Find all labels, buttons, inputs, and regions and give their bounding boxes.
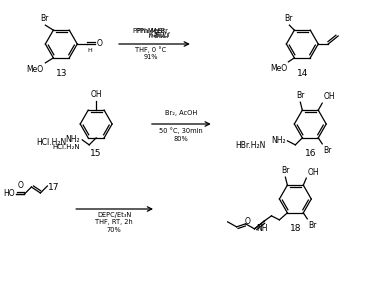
Text: THF, 0 °C: THF, 0 °C (135, 46, 167, 53)
Text: n-BuLi: n-BuLi (139, 32, 169, 38)
Text: NH₂: NH₂ (271, 136, 285, 145)
Text: Br: Br (308, 221, 317, 230)
Text: Br: Br (281, 166, 290, 175)
Text: 50 °C, 30min: 50 °C, 30min (159, 127, 203, 134)
Text: 80%: 80% (174, 136, 188, 142)
Text: 91%: 91% (144, 54, 158, 60)
Text: MeO: MeO (26, 65, 43, 74)
Text: 13: 13 (56, 69, 67, 78)
Text: PPh₃MeBr,: PPh₃MeBr, (136, 28, 172, 34)
Text: 17: 17 (48, 183, 60, 192)
Text: H: H (88, 47, 93, 53)
Text: OH: OH (323, 92, 335, 101)
Text: MeO: MeO (270, 64, 287, 73)
Text: HO: HO (3, 190, 14, 199)
Text: O: O (245, 217, 251, 226)
Text: 16: 16 (305, 149, 316, 158)
Text: OH: OH (90, 90, 102, 99)
Text: OH: OH (307, 168, 319, 177)
Text: -BuLi: -BuLi (153, 32, 169, 38)
Text: HCl.H₂N: HCl.H₂N (36, 138, 66, 147)
Text: 14: 14 (297, 69, 308, 78)
Text: PPh₃MeBr,: PPh₃MeBr, (133, 28, 169, 34)
Text: 70%: 70% (107, 227, 121, 233)
Text: HCl.H₂N: HCl.H₂N (53, 144, 80, 150)
Text: HBr.H₂N: HBr.H₂N (235, 141, 265, 150)
Text: 15: 15 (90, 149, 102, 158)
Text: O: O (96, 40, 102, 49)
Text: n: n (149, 32, 153, 38)
Text: Br: Br (40, 14, 48, 23)
Text: Br: Br (323, 146, 332, 155)
Text: Br: Br (284, 14, 293, 23)
Text: Br: Br (296, 91, 305, 100)
Text: THF, RT, 2h: THF, RT, 2h (95, 219, 133, 225)
Text: NH₂: NH₂ (66, 135, 80, 144)
Text: DEPC/Et₃N: DEPC/Et₃N (97, 212, 131, 218)
Text: Br₂, AcOH: Br₂, AcOH (165, 110, 197, 116)
Text: NH: NH (257, 224, 268, 233)
Text: O: O (17, 181, 23, 190)
Text: 18: 18 (290, 224, 301, 233)
